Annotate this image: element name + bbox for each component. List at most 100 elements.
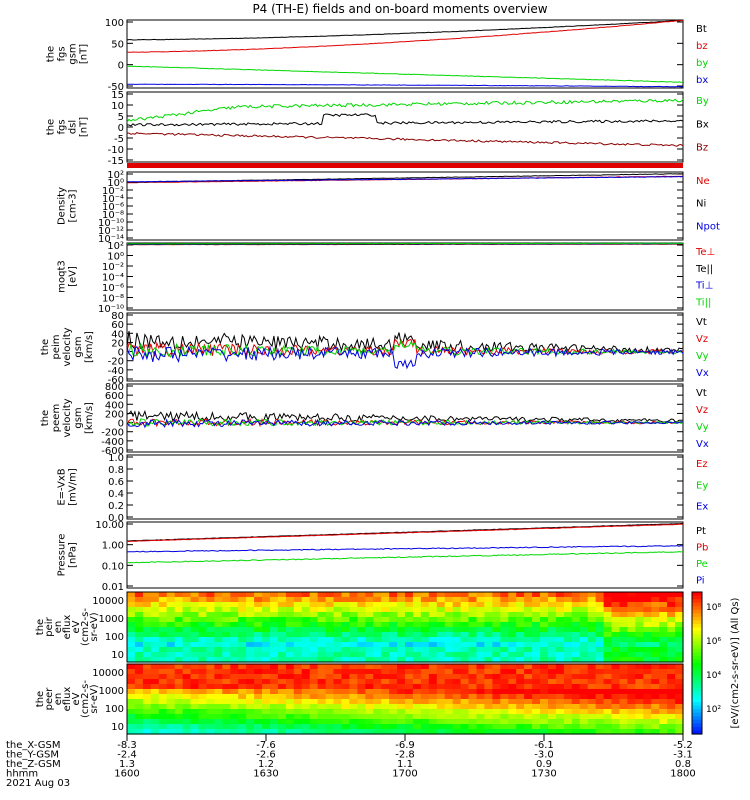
spectrogram-cell xyxy=(182,664,192,670)
ephemeris-value: -6.9 xyxy=(395,740,415,751)
spectrogram-cell xyxy=(230,704,239,710)
spectrogram-cell xyxy=(341,622,350,628)
spectrogram-cell xyxy=(182,652,192,658)
spectrogram-cell xyxy=(365,704,374,710)
spectrogram-cell xyxy=(389,694,398,700)
spectrogram-cell xyxy=(365,684,374,690)
spectrogram-cell xyxy=(174,647,184,653)
spectrogram-cell xyxy=(619,684,628,690)
spectrogram-cell xyxy=(222,674,231,680)
spectrogram-cell xyxy=(182,669,192,675)
spectrogram-cell xyxy=(540,694,549,700)
spectrogram-cell xyxy=(635,694,644,700)
spectrogram-cell xyxy=(246,709,255,715)
spectrogram-cell xyxy=(309,612,319,618)
spectrogram-cell xyxy=(166,714,176,720)
spectrogram-cell xyxy=(532,699,541,705)
spectrogram-cell xyxy=(381,719,390,725)
spectrogram-cell xyxy=(492,669,501,675)
spectrogram-cell xyxy=(555,694,565,700)
spectrogram-cell xyxy=(142,627,152,633)
spectrogram-cell xyxy=(317,669,327,675)
spectrogram-cell xyxy=(579,607,589,613)
spectrogram-cell xyxy=(349,699,358,705)
spectrogram-cell xyxy=(603,647,613,653)
spectrogram-cell xyxy=(349,617,358,623)
spectrogram-cell xyxy=(317,729,327,735)
spectrogram-cell xyxy=(373,637,382,643)
spectrogram-cell xyxy=(365,674,374,680)
spectrogram-cell xyxy=(341,607,350,613)
ytick-label: 10 xyxy=(111,722,124,733)
axis-label: the xyxy=(35,619,46,635)
spectrogram-cell xyxy=(571,704,581,710)
spectrogram-cell xyxy=(277,597,287,603)
spectrogram-cell xyxy=(254,714,263,720)
spectrogram-cell xyxy=(611,679,620,685)
spectrogram-cell xyxy=(508,622,517,628)
spectrogram-cell xyxy=(548,602,557,608)
spectrogram-cell xyxy=(500,637,509,643)
spectrogram-cell xyxy=(460,622,470,628)
spectrogram-cell xyxy=(579,714,589,720)
spectrogram-cell xyxy=(309,637,319,643)
spectrogram-cell xyxy=(627,694,636,700)
spectrogram-cell xyxy=(277,729,287,735)
spectrogram-cell xyxy=(127,637,136,643)
ephemeris-value: -7.6 xyxy=(256,740,276,751)
spectrogram-cell xyxy=(516,704,525,710)
spectrogram-cell xyxy=(540,617,549,623)
spectrogram-cell xyxy=(405,724,414,730)
spectrogram-cell xyxy=(158,607,168,613)
spectrogram-cell xyxy=(468,684,477,690)
colorbar-cell xyxy=(692,641,702,646)
spectrogram-cell xyxy=(571,652,581,658)
spectrogram-cell xyxy=(381,617,390,623)
spectrogram-cell xyxy=(492,627,501,633)
spectrogram-cell xyxy=(484,657,493,663)
spectrogram-cell xyxy=(659,724,668,730)
spectrogram-cell xyxy=(651,689,660,695)
spectrogram-cell xyxy=(246,617,255,623)
spectrogram-cell xyxy=(158,592,168,598)
spectrogram-cell xyxy=(627,689,636,695)
spectrogram-cell xyxy=(659,632,668,638)
spectrogram-cell xyxy=(587,617,597,623)
spectrogram-cell xyxy=(270,664,279,670)
spectrogram-cell xyxy=(389,622,398,628)
colorbar-tick: 10⁶ xyxy=(706,637,721,647)
spectrogram-cell xyxy=(611,699,620,705)
spectrogram-cell xyxy=(436,674,446,680)
ytick-label: 10⁰ xyxy=(107,252,124,263)
spectrogram-cell xyxy=(134,684,144,690)
spectrogram-cell xyxy=(460,652,470,658)
spectrogram-cell xyxy=(262,719,271,725)
spectrogram-cell xyxy=(238,592,247,598)
spectrogram-cell xyxy=(452,597,462,603)
spectrogram-cell xyxy=(174,592,184,598)
spectrogram-cell xyxy=(579,679,589,685)
spectrogram-cell xyxy=(571,689,581,695)
spectrogram-cell xyxy=(182,657,192,663)
spectrogram-cell xyxy=(468,617,477,623)
spectrogram-cell xyxy=(381,632,390,638)
spectrogram-cell xyxy=(317,709,327,715)
spectrogram-cell xyxy=(452,694,462,700)
ytick-label: 0.10 xyxy=(102,561,124,572)
spectrogram-cell xyxy=(333,729,342,735)
spectrogram-cell xyxy=(651,714,660,720)
spectrogram-cell xyxy=(341,637,350,643)
spectrogram-cell xyxy=(373,724,382,730)
chart-title: P4 (TH-E) fields and on-board moments ov… xyxy=(252,2,547,16)
spectrogram-cell xyxy=(500,664,509,670)
spectrogram-cell xyxy=(476,689,485,695)
spectrogram-cell xyxy=(357,719,366,725)
spectrogram-cell xyxy=(436,597,446,603)
spectrogram-cell xyxy=(651,684,660,690)
spectrogram-cell xyxy=(540,669,549,675)
spectrogram-cell xyxy=(285,679,295,685)
spectrogram-cell xyxy=(270,617,279,623)
legend-bx: bx xyxy=(696,75,708,86)
spectrogram-cell xyxy=(587,622,597,628)
spectrogram-cell xyxy=(619,679,628,685)
